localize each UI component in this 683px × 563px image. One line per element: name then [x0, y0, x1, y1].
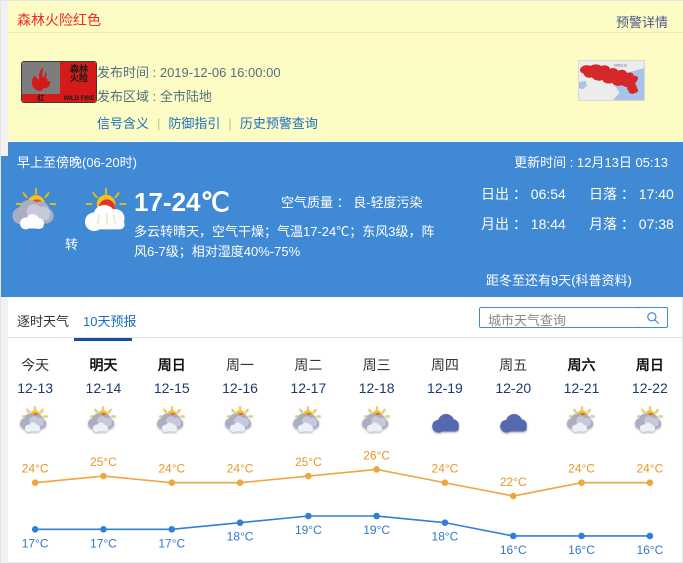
svg-text:16°C: 16°C: [500, 543, 527, 557]
svg-text:25°C: 25°C: [295, 455, 322, 469]
svg-text:24°C: 24°C: [158, 462, 185, 476]
svg-text:26°C: 26°C: [363, 448, 390, 462]
svg-text:19°C: 19°C: [363, 523, 390, 537]
svg-text:16°C: 16°C: [636, 543, 663, 557]
svg-text:22°C: 22°C: [500, 475, 527, 489]
svg-text:17°C: 17°C: [22, 536, 49, 550]
svg-text:24°C: 24°C: [636, 462, 663, 476]
svg-text:19°C: 19°C: [295, 523, 322, 537]
svg-text:25°C: 25°C: [90, 455, 117, 469]
svg-text:16°C: 16°C: [568, 543, 595, 557]
svg-text:18°C: 18°C: [227, 530, 254, 544]
svg-text:24°C: 24°C: [227, 462, 254, 476]
svg-text:18°C: 18°C: [432, 530, 459, 544]
svg-text:24°C: 24°C: [22, 462, 49, 476]
svg-text:预警区域: 预警区域: [614, 63, 627, 68]
svg-text:17°C: 17°C: [158, 536, 185, 550]
svg-text:17°C: 17°C: [90, 536, 117, 550]
svg-text:24°C: 24°C: [568, 462, 595, 476]
svg-text:24°C: 24°C: [432, 462, 459, 476]
